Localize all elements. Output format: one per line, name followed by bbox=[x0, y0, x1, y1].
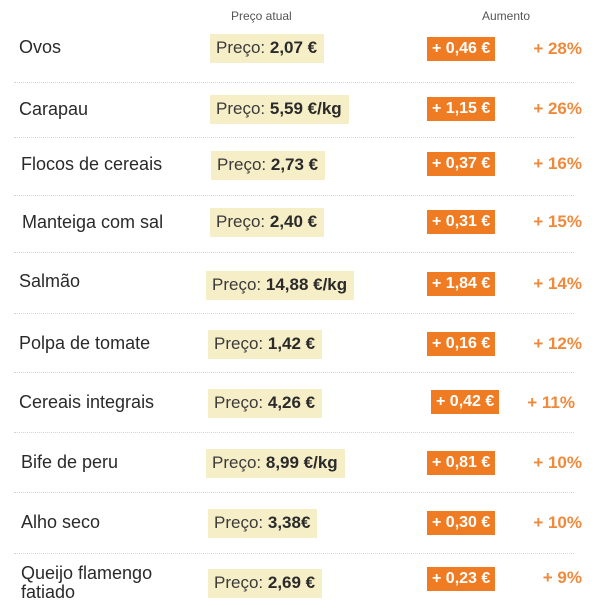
price-badge: Preço: 2,40 € bbox=[210, 208, 325, 237]
price-label: Preço: bbox=[212, 453, 266, 472]
table-row: Ovos Preço: 2,07 € + 0,46 € + 28% bbox=[0, 30, 610, 90]
row-divider bbox=[14, 137, 574, 138]
price-label: Preço: bbox=[216, 99, 270, 118]
increase-badge: + 0,81 € bbox=[427, 451, 496, 475]
increase-badge: + 1,84 € bbox=[427, 272, 496, 296]
row-divider bbox=[14, 82, 574, 83]
increase-badge: + 0,16 € bbox=[427, 332, 496, 356]
price-badge: Preço: 8,99 €/kg bbox=[206, 449, 345, 478]
price-value: 1,42 € bbox=[267, 334, 316, 353]
row-divider bbox=[14, 313, 574, 314]
table-row: Bife de peru Preço: 8,99 €/kg + 0,81 € +… bbox=[0, 432, 610, 492]
increase-badge: + 0,46 € bbox=[427, 37, 496, 61]
table-row: Queijo flamengo fatiado Preço: 2,69 € + … bbox=[0, 553, 610, 613]
increase-percent: + 10% bbox=[533, 513, 582, 532]
price-label: Preço: bbox=[214, 573, 268, 592]
increase-percent: + 26% bbox=[533, 99, 582, 118]
increase-badge: + 0,42 € bbox=[431, 390, 500, 414]
product-name: Salmão bbox=[19, 271, 81, 291]
increase-percent: + 12% bbox=[533, 334, 582, 353]
row-divider bbox=[14, 195, 574, 196]
increase-percent: + 11% bbox=[527, 393, 575, 412]
table-row: Flocos de cereais Preço: 2,73 € + 0,37 €… bbox=[0, 137, 610, 197]
price-value: 4,26 € bbox=[267, 393, 316, 412]
price-value: 2,73 € bbox=[270, 155, 319, 174]
price-label: Preço: bbox=[212, 275, 266, 294]
product-name: Flocos de cereais bbox=[21, 154, 163, 174]
table-row: Manteiga com sal Preço: 2,40 € + 0,31 € … bbox=[0, 195, 610, 255]
row-divider bbox=[14, 252, 574, 253]
price-badge: Preço: 3,38€ bbox=[208, 509, 318, 538]
price-badge: Preço: 14,88 €/kg bbox=[206, 271, 355, 300]
price-badge: Preço: 2,69 € bbox=[208, 569, 323, 598]
product-name: Alho seco bbox=[21, 512, 101, 532]
product-name: Manteiga com sal bbox=[22, 212, 164, 232]
product-name: Queijo flamengo fatiado bbox=[21, 563, 153, 602]
price-value: 2,40 € bbox=[269, 212, 318, 231]
product-name: Carapau bbox=[19, 99, 89, 119]
price-label: Preço: bbox=[214, 334, 268, 353]
table-row: Cereais integrais Preço: 4,26 € + 0,42 €… bbox=[0, 372, 610, 432]
row-divider bbox=[14, 492, 574, 493]
increase-percent: + 10% bbox=[533, 453, 582, 472]
increase-percent: + 28% bbox=[533, 39, 582, 58]
price-badge: Preço: 4,26 € bbox=[208, 389, 323, 418]
row-divider bbox=[14, 432, 574, 433]
price-value: 2,69 € bbox=[267, 573, 316, 592]
product-name: Ovos bbox=[19, 37, 62, 57]
price-badge: Preço: 1,42 € bbox=[208, 330, 323, 359]
price-value: 14,88 €/kg bbox=[265, 275, 348, 294]
increase-column-header: Aumento bbox=[482, 9, 531, 23]
table-row: Polpa de tomate Preço: 1,42 € + 0,16 € +… bbox=[0, 313, 610, 373]
table-row: Salmão Preço: 14,88 €/kg + 1,84 € + 14% bbox=[0, 252, 610, 312]
price-label: Preço: bbox=[214, 513, 268, 532]
price-badge: Preço: 5,59 €/kg bbox=[210, 95, 349, 124]
price-label: Preço: bbox=[216, 212, 270, 231]
increase-percent: + 15% bbox=[533, 212, 582, 231]
increase-percent: + 9% bbox=[542, 568, 582, 587]
row-divider bbox=[14, 553, 574, 554]
price-label: Preço: bbox=[217, 155, 271, 174]
table-row: Carapau Preço: 5,59 €/kg + 1,15 € + 26% bbox=[0, 82, 610, 142]
increase-badge: + 0,37 € bbox=[427, 152, 496, 176]
product-name: Cereais integrais bbox=[19, 392, 155, 412]
table-row: Alho seco Preço: 3,38€ + 0,30 € + 10% bbox=[0, 492, 610, 552]
increase-percent: + 14% bbox=[533, 274, 582, 293]
price-badge: Preço: 2,07 € bbox=[210, 34, 325, 63]
price-value: 2,07 € bbox=[269, 38, 318, 57]
price-value: 5,59 €/kg bbox=[269, 99, 342, 118]
price-badge: Preço: 2,73 € bbox=[211, 151, 326, 180]
price-column-header: Preço atual bbox=[231, 9, 292, 23]
price-label: Preço: bbox=[214, 393, 268, 412]
increase-badge: + 0,30 € bbox=[427, 511, 496, 535]
row-divider bbox=[14, 372, 574, 373]
price-value: 3,38€ bbox=[267, 513, 311, 532]
increase-badge: + 0,31 € bbox=[427, 210, 496, 234]
price-label: Preço: bbox=[216, 38, 270, 57]
increase-badge: + 1,15 € bbox=[427, 97, 496, 121]
price-value: 8,99 €/kg bbox=[265, 453, 338, 472]
increase-percent: + 16% bbox=[533, 154, 582, 173]
increase-badge: + 0,23 € bbox=[427, 567, 496, 591]
product-name: Polpa de tomate bbox=[19, 333, 151, 353]
product-name: Bife de peru bbox=[21, 452, 119, 472]
